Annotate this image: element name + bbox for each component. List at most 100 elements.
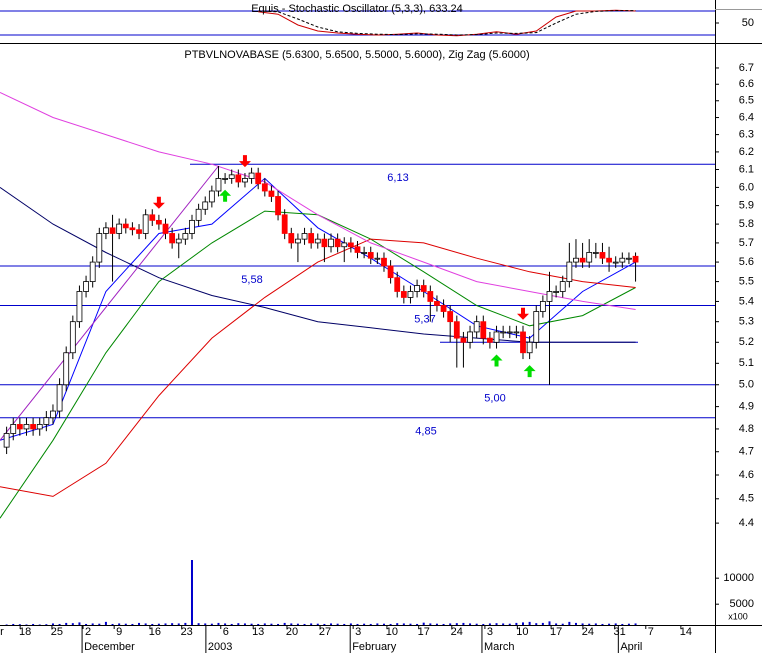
y-tick-label: 4.5 [739,493,754,505]
candle-body [242,178,248,183]
candle-body [295,238,301,244]
candle-body [367,252,374,259]
y-tick-label: 4.9 [739,401,754,413]
candle-body [467,331,473,343]
candle-body [10,424,17,434]
candle-body [301,233,308,240]
signal-arrow [152,196,165,209]
candle-body [208,190,215,203]
x-tick-label: 14 [680,626,692,638]
candle-body [553,291,560,293]
candle-body [334,238,341,248]
x-tick-label: 2 [85,626,91,638]
unit-label: x100 [728,611,748,621]
candle-body [50,410,56,419]
y-tick-label: 6.0 [739,181,754,193]
candle-body [69,321,76,354]
candle-body [341,242,348,248]
y-tick-label: 5.4 [739,295,754,307]
x-tick-label: 24 [451,626,463,638]
y-tick-label: 5.9 [739,200,754,212]
candle-body [182,233,189,240]
candle-body [288,233,295,244]
candle-body [30,424,37,430]
candle-body [606,257,612,263]
candle-body [400,291,407,298]
candle-body [109,227,116,234]
y-tick-label: 4.4 [739,517,754,529]
candle-body [592,252,599,254]
month-label: March [484,641,515,653]
candle-body [314,238,321,244]
y-tick-label: 5.5 [739,275,754,287]
y-tick-label: 4.6 [739,469,754,481]
candle-body [407,291,414,298]
candle-body [96,233,103,263]
candle-body [387,265,394,279]
candle-body [142,214,149,234]
x-tick-label: 31 [614,626,626,638]
x-tick-label: 6 [223,626,229,638]
candle-body [175,238,182,244]
candle-body [480,321,487,339]
candle-body [281,214,288,234]
y-tick-label: 4.8 [739,423,754,435]
candle-body [381,257,387,267]
candle-body [420,285,427,292]
candle-body [579,257,586,263]
x-tick-label: 13 [252,626,264,638]
y-tick-label: 6.2 [739,146,754,158]
candle-body [162,223,169,234]
level-label: 5,00 [484,393,505,405]
candle-body [248,172,255,179]
candle-body [632,255,639,263]
level-label: 6,13 [387,172,408,184]
candle-body [546,291,553,302]
candle-body [261,183,268,192]
candle-body [122,223,129,229]
candle-body [308,233,315,244]
candle-body [520,331,526,354]
level-label: 4,85 [415,426,436,438]
x-tick-label: 24 [582,626,594,638]
stochastic-line [258,9,636,37]
candle-body [328,238,334,248]
month-label: 2003 [208,641,232,653]
candle-body [533,311,540,343]
candle-body [347,242,354,248]
candle-body [255,172,262,185]
candle-body [394,277,401,292]
y-tick-label: 4.7 [739,446,754,458]
x-tick-label: 3 [487,626,493,638]
level-label: 5,37 [414,313,435,325]
candle-body [228,174,235,179]
month-label: February [352,641,397,653]
x-tick-label: r [0,626,4,638]
pane-title: Equis - Stochastic Oscillator (5,3,3), 6… [251,3,463,15]
candle-body [487,337,493,343]
candle-body [222,178,228,180]
candle-body [89,261,96,282]
candle-body [460,337,467,343]
candle-body [43,417,50,425]
y-tick-label: 6.7 [739,62,754,74]
stochastic-line [258,10,636,36]
candle-body [526,341,533,354]
level-label: 5,58 [241,274,262,286]
month-label: April [620,641,642,653]
candle-body [354,246,361,253]
candle-body [215,178,222,192]
candle-body [440,305,447,312]
x-tick-label: 9 [116,626,122,638]
candle-body [23,424,30,430]
signal-arrow [219,189,232,202]
candle-body [374,257,381,260]
y-tick-label: 5.2 [739,336,754,348]
candle-body [559,281,566,292]
candle-body [321,238,328,248]
x-tick-label: 27 [319,626,331,638]
candle-body [16,424,23,430]
candle-body [275,196,281,216]
y-tick-label: 5.6 [739,256,754,268]
